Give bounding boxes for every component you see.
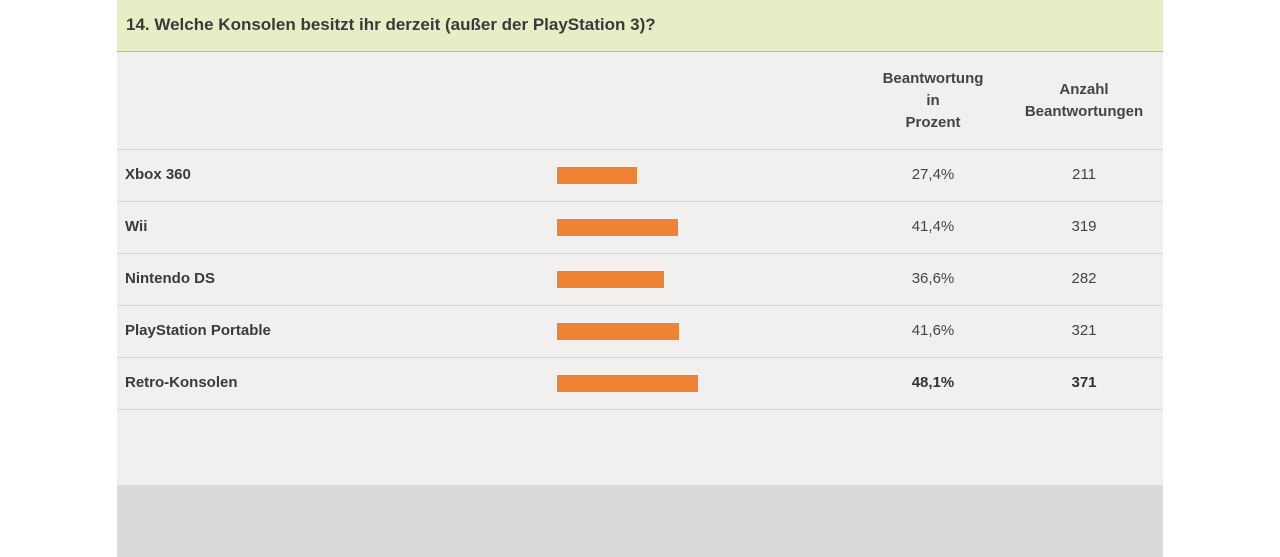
count-value: 319: [1071, 218, 1097, 235]
percent-value: 48,1%: [911, 374, 955, 391]
bar-mark: [557, 323, 679, 340]
percent-header-line: in: [926, 92, 940, 109]
category-label: Nintendo DS: [125, 270, 215, 287]
bar-mark: [557, 219, 678, 236]
bar-mark: [557, 375, 698, 392]
percent-value: 41,4%: [911, 218, 955, 235]
category-label: Wii: [125, 218, 148, 235]
count-header-line: Beantwortungen: [1024, 103, 1144, 120]
percent-value: 41,6%: [911, 322, 955, 339]
bar-mark: [557, 271, 664, 288]
survey-panel: 14. Welche Konsolen besitzt ihr derzeit …: [117, 0, 1163, 557]
count-value: 371: [1071, 374, 1097, 391]
percent-header-line: Beantwortung: [882, 70, 984, 87]
table-row: Retro-Konsolen 48,1% 371: [117, 358, 1163, 410]
count-value: 321: [1071, 322, 1097, 339]
table-row: Nintendo DS 36,6% 282: [117, 254, 1163, 306]
category-label: PlayStation Portable: [125, 322, 271, 339]
footer-bar: [117, 485, 1163, 557]
count-header-line: Anzahl: [1059, 81, 1109, 98]
question-header: 14. Welche Konsolen besitzt ihr derzeit …: [117, 0, 1163, 52]
percent-value: 27,4%: [911, 166, 955, 183]
percent-value: 36,6%: [911, 270, 955, 287]
count-value: 282: [1071, 270, 1097, 287]
count-column-header: Anzahl Beantwortungen: [1007, 79, 1161, 123]
category-label: Retro-Konsolen: [125, 374, 238, 391]
percent-column-header: Beantwortung in Prozent: [869, 68, 997, 134]
category-label: Xbox 360: [125, 166, 191, 183]
table-row: Xbox 360 27,4% 211: [117, 150, 1163, 202]
table-header: Beantwortung in Prozent Anzahl Beantwort…: [117, 52, 1163, 150]
question-title: 14. Welche Konsolen besitzt ihr derzeit …: [126, 15, 656, 34]
table-row: PlayStation Portable 41,6% 321: [117, 306, 1163, 358]
table-row: Wii 41,4% 319: [117, 202, 1163, 254]
percent-header-line: Prozent: [905, 114, 961, 131]
bar-mark: [557, 167, 637, 184]
count-value: 211: [1072, 166, 1096, 183]
